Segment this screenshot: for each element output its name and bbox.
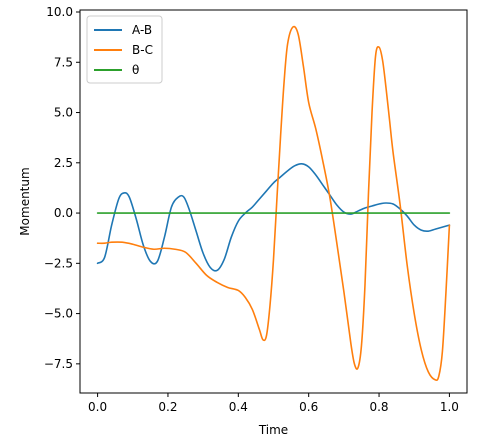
x-axis: 0.0 0.2 0.4 0.6 0.8 1.0: [88, 393, 459, 414]
x-tick-label: 0.0: [88, 400, 107, 414]
y-tick-label: 10.0: [46, 5, 73, 19]
legend-label-1: B-C: [132, 43, 153, 57]
y-tick-label: 2.5: [54, 156, 73, 170]
y-tick-label: 0.0: [54, 206, 73, 220]
y-tick-label: −5.0: [44, 307, 73, 321]
x-tick-label: 0.6: [299, 400, 318, 414]
x-tick-label: 0.8: [369, 400, 388, 414]
x-axis-label: Time: [258, 423, 288, 437]
y-axis: −7.5 −5.0 −2.5 0.0 2.5 5.0 7.5 10.0: [44, 5, 80, 371]
legend-label-0: A-B: [132, 23, 152, 37]
y-tick-label: 7.5: [54, 55, 73, 69]
x-tick-label: 1.0: [440, 400, 459, 414]
y-tick-label: −7.5: [44, 357, 73, 371]
y-axis-label: Momentum: [18, 167, 32, 235]
series-line-1: [96, 25, 451, 382]
series-line-0: [96, 162, 451, 272]
legend: A-B B-C θ: [86, 15, 163, 84]
x-tick-label: 0.4: [229, 400, 248, 414]
legend-box: [86, 15, 163, 84]
plot-frame: [79, 9, 468, 394]
y-tick-label: 5.0: [54, 106, 73, 120]
legend-label-2: θ: [132, 63, 139, 77]
legend-items: A-B B-C θ: [94, 23, 153, 77]
y-tick-label: −2.5: [44, 256, 73, 270]
x-tick-label: 0.2: [158, 400, 177, 414]
plot-lines: [96, 25, 451, 382]
